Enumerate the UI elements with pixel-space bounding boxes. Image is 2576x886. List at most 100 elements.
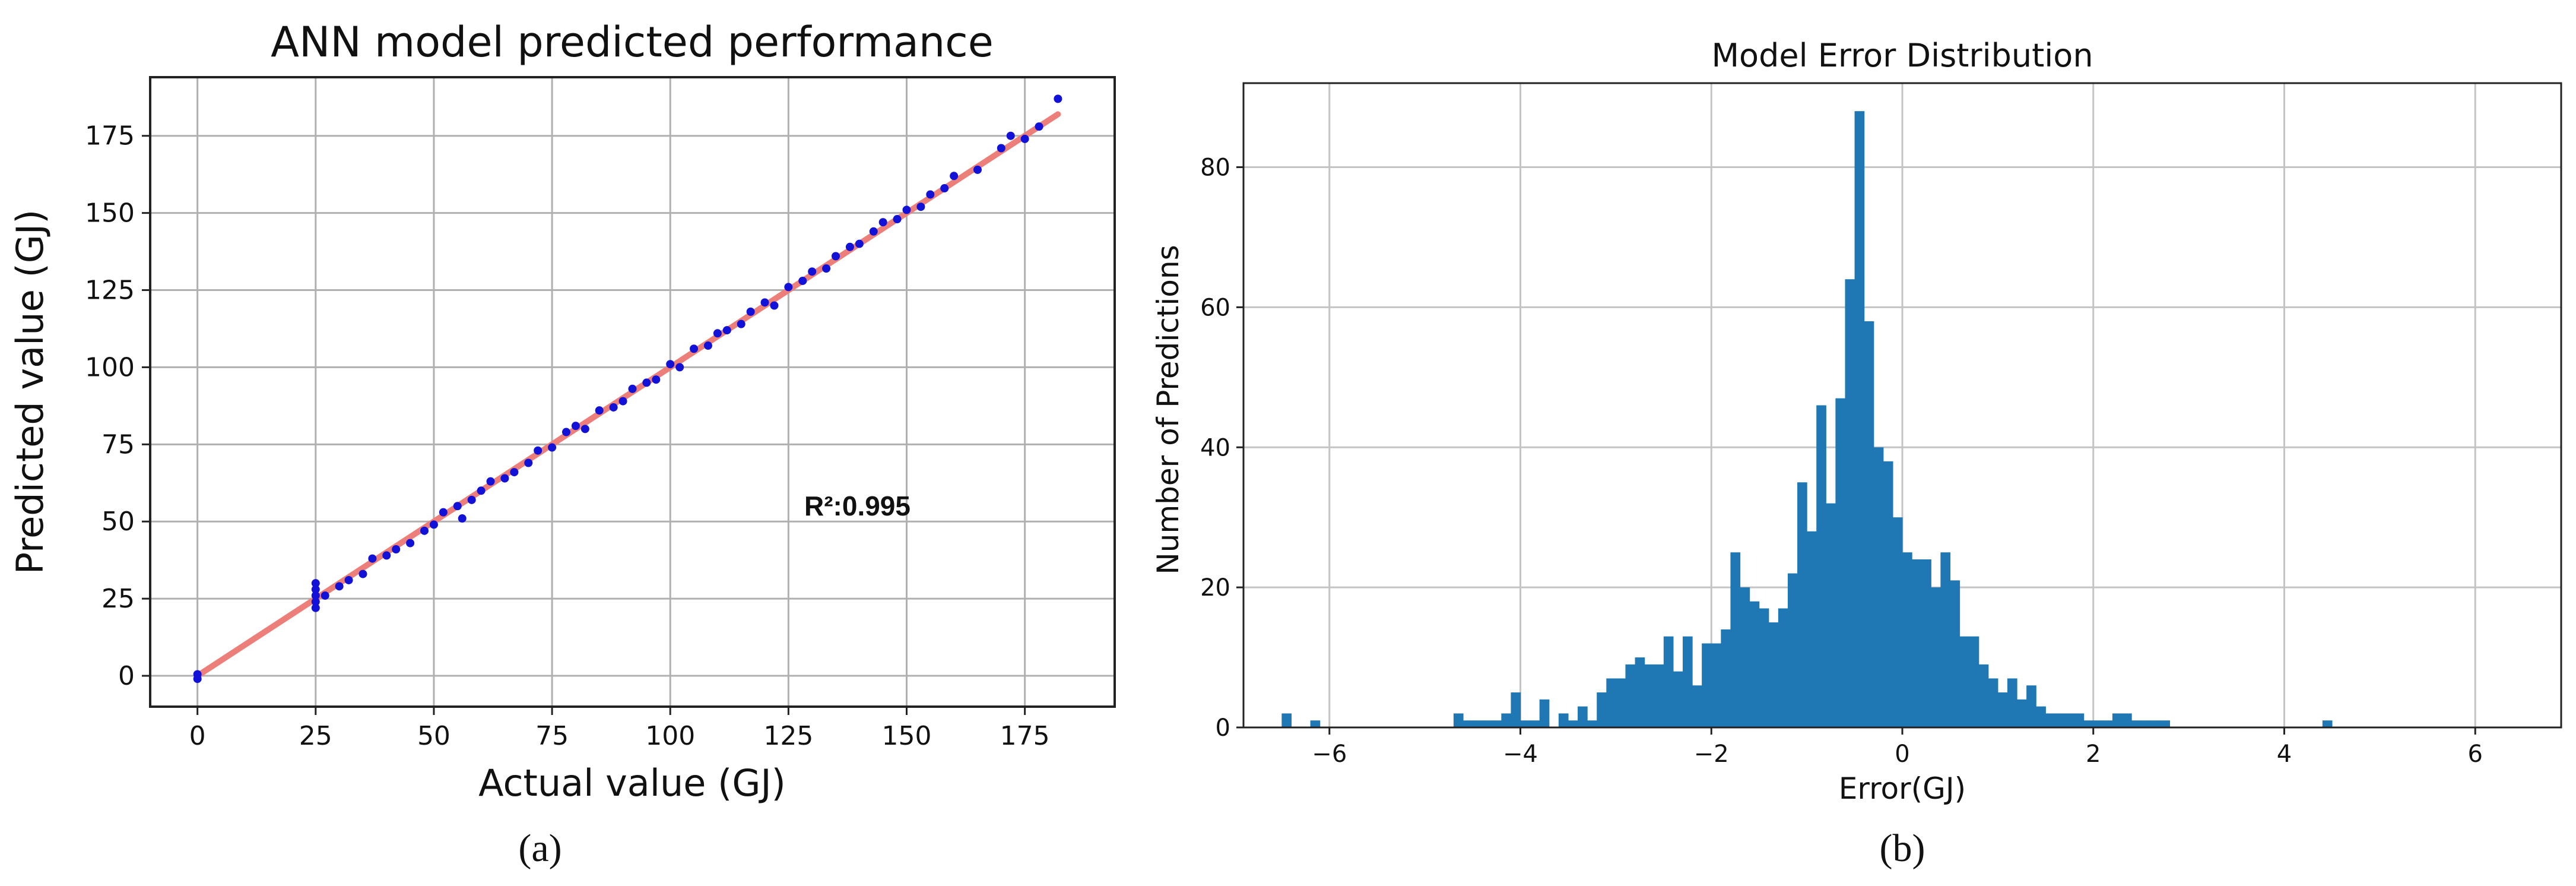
histogram-bar xyxy=(1873,447,1884,727)
histogram-bar xyxy=(2160,720,2171,727)
scatter-point xyxy=(675,363,684,372)
scatter-point xyxy=(1035,122,1043,131)
scatter-point xyxy=(1020,134,1029,143)
scatter-y-tick-label: 175 xyxy=(85,121,135,151)
scatter-point xyxy=(406,539,415,548)
scatter-point xyxy=(321,591,329,600)
histogram-bar xyxy=(1463,720,1473,727)
histogram-bar xyxy=(1692,685,1702,727)
scatter-point xyxy=(784,283,793,292)
histogram-bar xyxy=(1597,692,1607,727)
scatter-x-tick-label: 150 xyxy=(882,721,932,751)
histogram-bar xyxy=(2131,720,2142,727)
histogram-bar xyxy=(1578,706,1588,727)
histogram-bar xyxy=(2093,720,2104,727)
histogram-bar xyxy=(1759,608,1769,727)
histogram-bar xyxy=(1310,720,1321,727)
histogram-bar xyxy=(2007,678,2017,727)
scatter-point xyxy=(571,422,580,431)
histogram-bar xyxy=(1606,678,1616,727)
histogram-bar xyxy=(1950,580,1960,727)
histogram-bar xyxy=(1281,713,1292,727)
histogram-x-tick-label: 2 xyxy=(2086,741,2101,768)
scatter-point xyxy=(510,468,519,477)
histogram-bar xyxy=(1539,699,1550,727)
scatter-y-tick-label: 50 xyxy=(101,507,135,537)
scatter-y-tick-label: 150 xyxy=(85,198,135,229)
histogram-bar xyxy=(1988,678,1998,727)
histogram-bar xyxy=(2074,713,2085,727)
histogram-bar xyxy=(1883,461,1893,727)
scatter-points xyxy=(193,94,1062,684)
histogram-bar xyxy=(1749,601,1760,727)
histogram-bar xyxy=(2102,720,2113,727)
scatter-point xyxy=(997,144,1005,153)
histogram-bar xyxy=(1997,692,2008,727)
histogram-bar xyxy=(2322,720,2333,727)
histogram-bar xyxy=(2150,720,2161,727)
histogram-bar xyxy=(1473,720,1483,727)
scatter-point xyxy=(500,474,509,483)
scatter-point xyxy=(737,319,745,328)
histogram-bar xyxy=(1511,692,1521,727)
histogram-bar xyxy=(2045,713,2055,727)
scatter-x-tick-label: 175 xyxy=(1000,721,1050,751)
histogram-bar xyxy=(2026,685,2036,727)
histogram-panel: −6 −4 −2 0 2 4 6 0 20 40 60 80 Model Error Distrib… xyxy=(1151,37,2562,870)
scatter-point xyxy=(832,252,840,261)
scatter-point xyxy=(420,526,429,535)
histogram-bar xyxy=(1826,503,1836,727)
scatter-point xyxy=(344,575,353,584)
histogram-bar xyxy=(1663,636,1674,727)
scatter-y-tick-label: 25 xyxy=(101,584,135,614)
histogram-y-tick-label: 60 xyxy=(1200,294,1230,321)
scatter-point xyxy=(845,242,854,251)
scatter-point xyxy=(609,403,618,412)
scatter-point xyxy=(926,190,935,199)
scatter-panel: 0 25 50 75 100 125 150 175 0255075100125150175 … xyxy=(8,18,1116,870)
scatter-point xyxy=(808,267,817,276)
histogram-bar xyxy=(1530,720,1540,727)
histogram-y-tick-label: 20 xyxy=(1200,574,1230,602)
scatter-point xyxy=(311,591,320,600)
scatter-point xyxy=(311,597,320,606)
subfigure-label-a: (a) xyxy=(518,827,561,870)
histogram-bar xyxy=(1854,111,1865,727)
scatter-point xyxy=(703,341,712,350)
scatter-point xyxy=(902,205,911,214)
scatter-point xyxy=(893,215,902,224)
scatter-point xyxy=(439,508,448,517)
scatter-point xyxy=(486,477,495,486)
histogram-bar xyxy=(1921,559,1931,727)
scatter-point xyxy=(458,514,467,523)
histogram-bar xyxy=(1625,664,1636,727)
histogram-bar xyxy=(1959,636,1970,727)
histogram-bars xyxy=(1281,111,2333,727)
scatter-point xyxy=(368,554,377,563)
scatter-point xyxy=(869,227,878,236)
histogram-y-label: Number of Predictions xyxy=(1151,245,1185,574)
scatter-point xyxy=(628,384,637,393)
histogram-x-tick-label: 6 xyxy=(2467,741,2482,768)
scatter-point xyxy=(311,579,320,588)
histogram-x-ticks: −6 −4 −2 0 2 4 6 xyxy=(1312,727,2483,768)
scatter-x-tick-label: 100 xyxy=(645,721,695,751)
histogram-bar xyxy=(2122,713,2132,727)
subfigure-label-b: (b) xyxy=(1880,827,1925,870)
histogram-bar xyxy=(2064,713,2075,727)
scatter-point xyxy=(524,458,533,467)
histogram-bar xyxy=(1835,398,1846,727)
histogram-bar xyxy=(2112,713,2123,727)
histogram-bar xyxy=(1807,531,1817,727)
histogram-bar xyxy=(2036,706,2046,727)
histogram-bar xyxy=(1902,552,1912,727)
histogram-bar xyxy=(1492,720,1502,727)
scatter-plot-border xyxy=(149,76,1116,708)
histogram-bar xyxy=(1482,720,1492,727)
scatter-y-tick-label: 0 xyxy=(118,661,135,691)
scatter-y-ticks: 0 25 50 75 100 125 150 175 xyxy=(85,121,150,691)
scatter-point xyxy=(798,276,807,285)
r-squared-annotation: R²:0.995 xyxy=(804,491,911,521)
histogram-bar xyxy=(1683,636,1693,727)
scatter-point xyxy=(561,428,570,436)
